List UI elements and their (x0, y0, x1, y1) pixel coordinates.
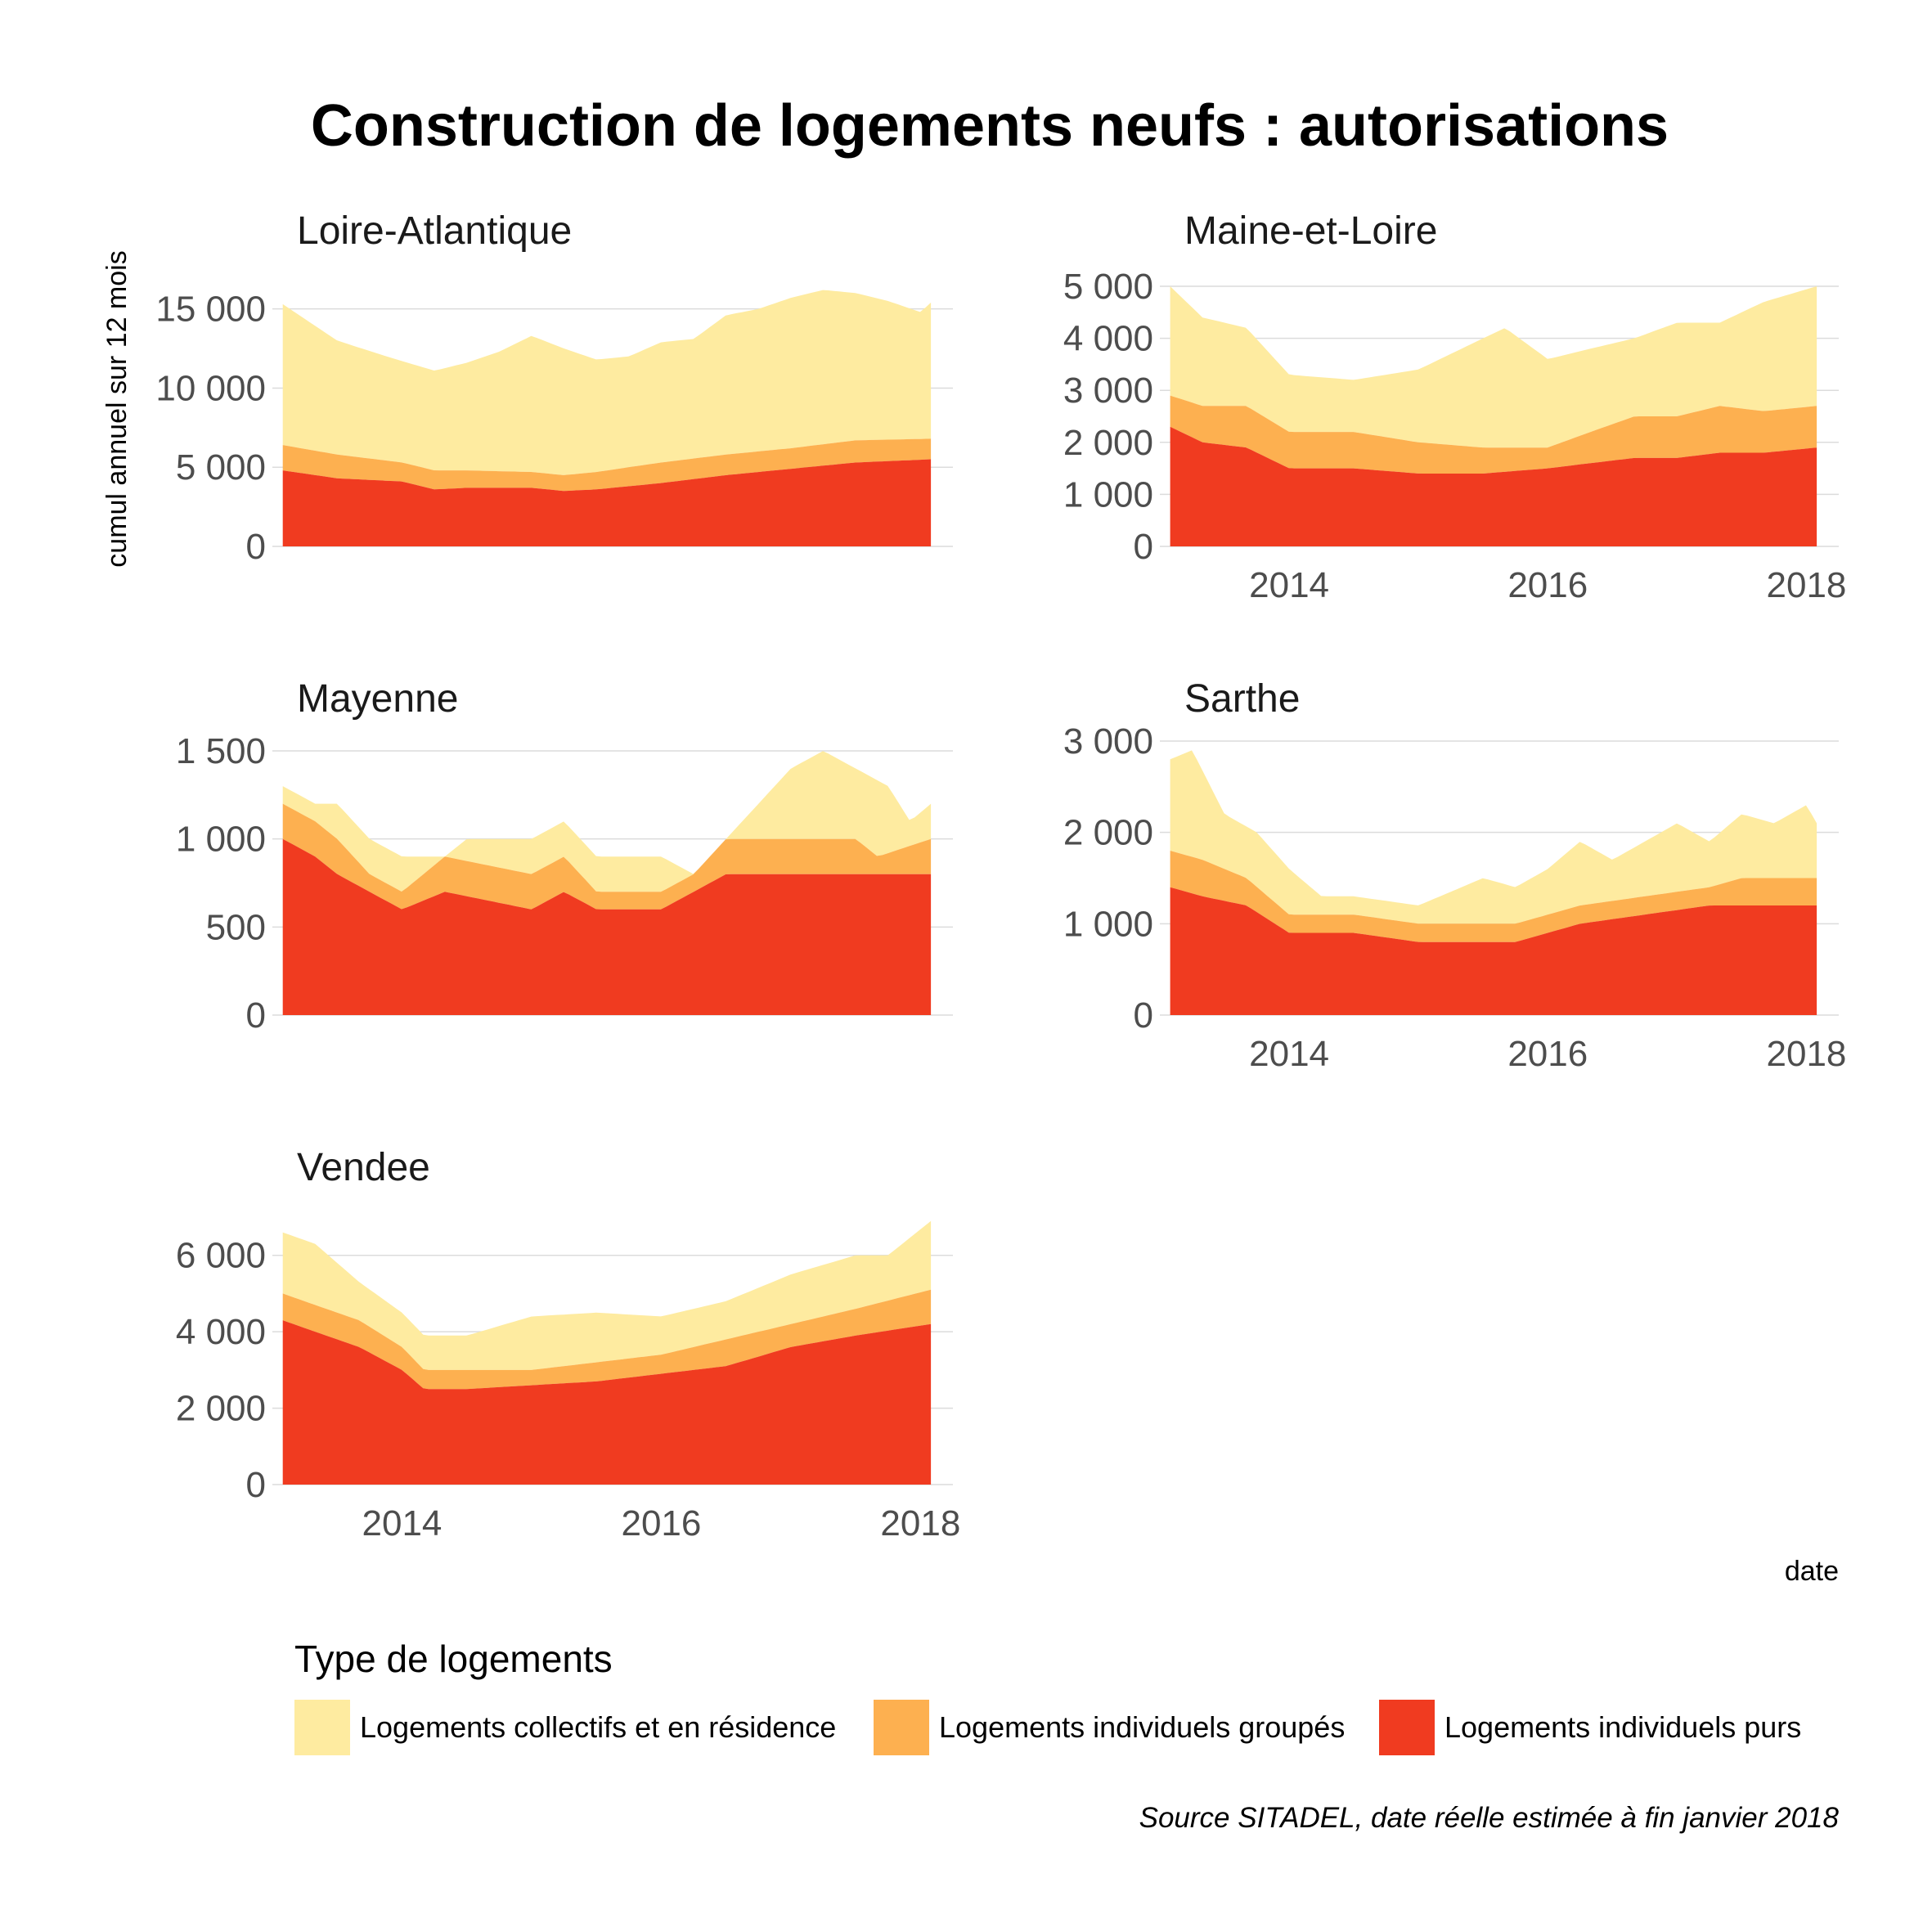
area-collectifs (1170, 750, 1817, 924)
y-tick-label: 1 000 (1063, 904, 1153, 944)
panel-title: Vendee (297, 1146, 430, 1189)
x-tick-label: 2016 (621, 1503, 701, 1543)
legend: Type de logements Logements collectifs e… (294, 1638, 1801, 1755)
panel-title: Maine-et-Loire (1184, 209, 1437, 253)
y-tick-label: 0 (246, 995, 266, 1036)
panel-title: Loire-Atlantique (297, 209, 572, 253)
panel-maine-et-loire: Maine-et-Loire 0 1 000 2 000 3 000 4 000 5 000… (1063, 209, 1847, 605)
legend-key-collectifs (294, 1700, 350, 1755)
y-axis-label: cumul annuel sur 12 mois (101, 250, 133, 567)
area-individuels-groupes (1170, 851, 1817, 942)
area-individuels-groupes (282, 803, 932, 910)
area-individuels-purs (1170, 887, 1817, 1015)
y-tick-label: 6 000 (176, 1236, 266, 1276)
y-tick-label: 3 000 (1063, 371, 1153, 411)
y-tick-label: 15 000 (155, 290, 266, 330)
area-individuels-purs (282, 1320, 932, 1485)
area-collectifs (282, 751, 932, 892)
panel-mayenne: Mayenne 0 500 1 000 1 500 (176, 677, 953, 1036)
y-tick-label: 4 000 (176, 1312, 266, 1352)
legend-label-groupes: Logements individuels groupés (939, 1710, 1345, 1744)
y-tick-label: 0 (246, 1465, 266, 1505)
y-tick-label: 5 000 (176, 447, 266, 487)
panel-sarthe: Sarthe 0 1 000 2 000 3 000 2014 2016 2018 (1063, 677, 1847, 1074)
legend-label-collectifs: Logements collectifs et en résidence (360, 1710, 836, 1744)
panel-title: Sarthe (1184, 677, 1300, 721)
area-individuels-purs (282, 838, 932, 1015)
area-individuels-purs (1170, 426, 1817, 546)
y-tick-label: 0 (1134, 995, 1153, 1036)
y-tick-label: 1 000 (176, 820, 266, 860)
panel-title: Mayenne (297, 677, 458, 721)
y-tick-label: 500 (206, 907, 266, 947)
y-tick-label: 1 500 (176, 731, 266, 771)
x-tick-label: 2018 (880, 1503, 960, 1543)
y-tick-label: 2 000 (1063, 423, 1153, 463)
panels: Loire-Atlantique 0 5 000 10 000 15 000 Maine-… (155, 209, 1846, 1543)
x-tick-label: 2016 (1507, 1034, 1588, 1074)
x-tick-label: 2018 (1767, 565, 1847, 605)
area-individuels-groupes (1170, 395, 1817, 474)
chart-title: Construction de logements neufs : autori… (311, 93, 1669, 159)
y-tick-label: 0 (246, 527, 266, 567)
y-tick-label: 1 000 (1063, 474, 1153, 514)
x-tick-label: 2014 (1249, 1034, 1329, 1074)
y-tick-label: 10 000 (155, 368, 266, 408)
x-tick-label: 2016 (1507, 565, 1588, 605)
chart-caption: Source SITADEL, date réelle estimée à fi… (1139, 1802, 1840, 1834)
legend-title: Type de logements (294, 1638, 613, 1680)
y-tick-label: 0 (1134, 527, 1153, 567)
x-axis-label: date (1785, 1556, 1839, 1587)
y-tick-label: 2 000 (1063, 813, 1153, 853)
area-collectifs (282, 290, 932, 475)
y-tick-label: 3 000 (1063, 721, 1153, 762)
x-tick-label: 2014 (362, 1503, 443, 1543)
area-individuels-groupes (282, 1289, 932, 1390)
area-individuels-groupes (282, 438, 932, 492)
area-collectifs (282, 1220, 932, 1370)
area-collectifs (1170, 286, 1817, 448)
x-tick-label: 2018 (1767, 1034, 1847, 1074)
y-tick-label: 5 000 (1063, 267, 1153, 307)
panel-loire-atlantique: Loire-Atlantique 0 5 000 10 000 15 000 (155, 209, 953, 567)
legend-label-purs: Logements individuels purs (1445, 1710, 1801, 1744)
y-tick-label: 2 000 (176, 1389, 266, 1429)
x-tick-label: 2014 (1249, 565, 1329, 605)
legend-key-groupes (874, 1700, 929, 1755)
legend-key-purs (1379, 1700, 1435, 1755)
panel-vendee: Vendee 0 2 000 4 000 6 000 2014 2016 2018 (176, 1146, 960, 1543)
y-tick-label: 4 000 (1063, 319, 1153, 359)
area-individuels-purs (282, 459, 932, 546)
